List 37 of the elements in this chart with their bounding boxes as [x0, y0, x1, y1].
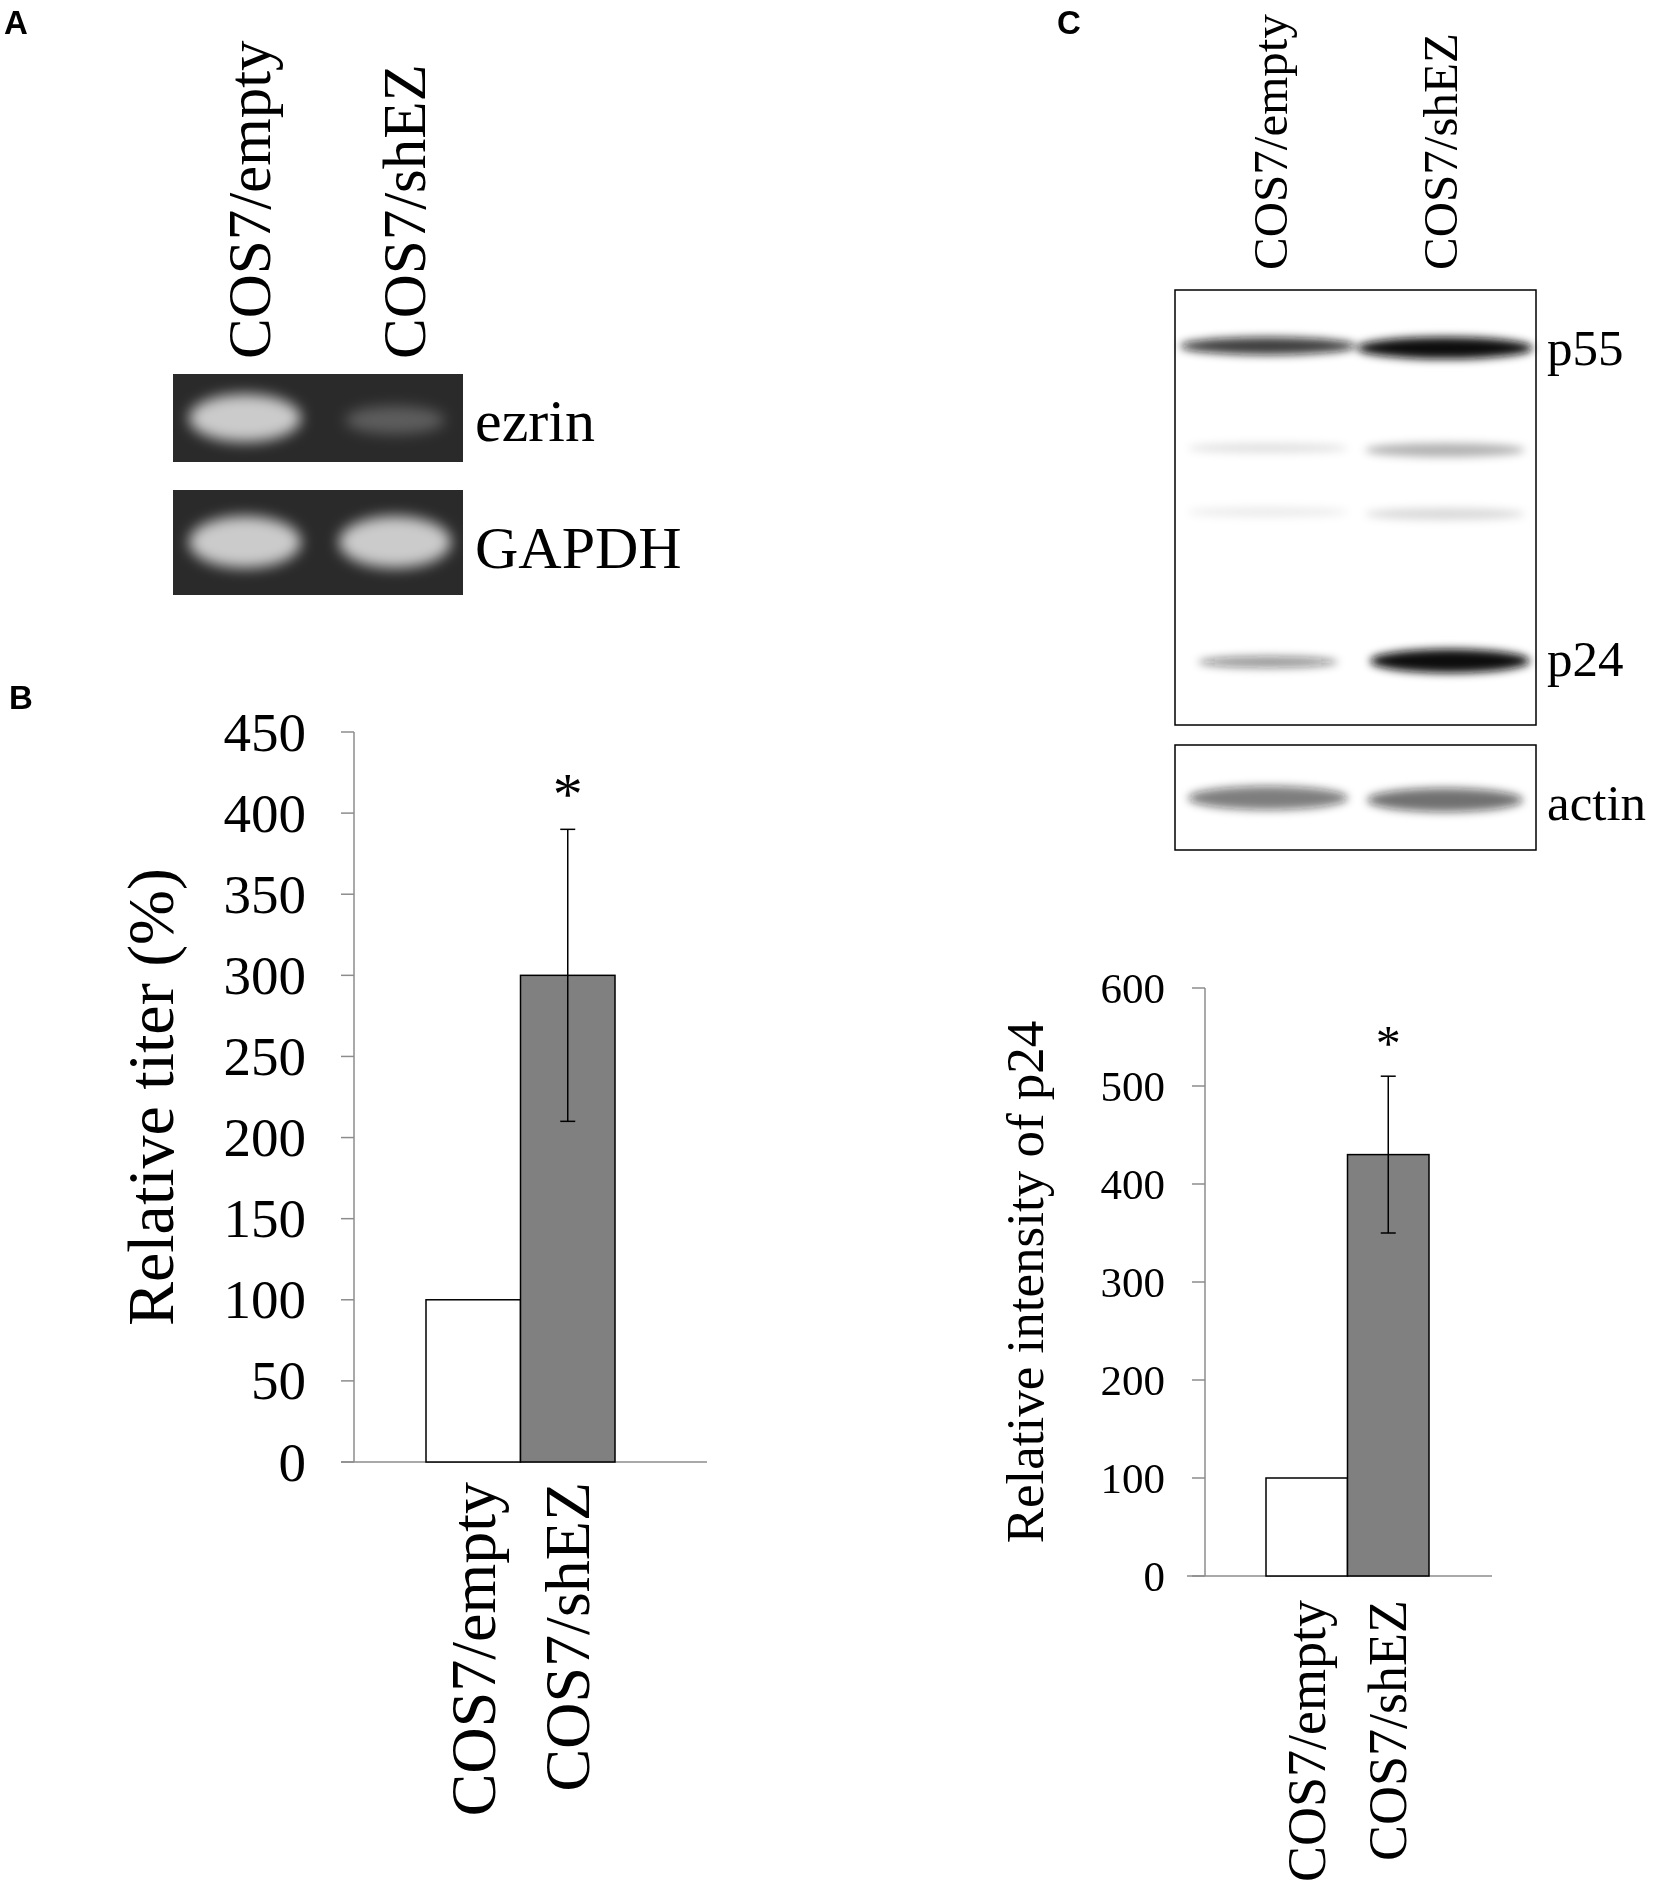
category-label: COS7/shEZ: [1412, 33, 1468, 270]
annotation: *: [1375, 1014, 1401, 1071]
text: GAPDH: [475, 515, 682, 581]
category-label: COS7/shEZ: [370, 64, 438, 359]
y-tick-label: 50: [251, 1350, 306, 1412]
y-tick-label: 400: [1100, 1160, 1165, 1208]
y-tick-label: 450: [223, 701, 306, 763]
x-tick-label: COS7/empty: [437, 1482, 509, 1817]
category-label: COS7/empty: [215, 39, 283, 359]
y-tick-label: 400: [223, 782, 306, 844]
y-tick-label: 100: [1100, 1454, 1165, 1502]
y-tick-label: 100: [223, 1269, 306, 1331]
y-tick-label: 0: [278, 1431, 306, 1493]
y-tick-label: 500: [1100, 1062, 1165, 1110]
y-tick-label: 250: [223, 1025, 306, 1087]
text: p55: [1547, 320, 1624, 376]
y-axis-title: Relative intensity of p24: [996, 1020, 1054, 1544]
x-tick-label: COS7/shEZ: [1358, 1600, 1419, 1862]
y-tick-label: 200: [223, 1107, 306, 1169]
y-tick-label: 200: [1100, 1356, 1165, 1404]
text: actin: [1547, 775, 1647, 831]
y-tick-label: 300: [1100, 1258, 1165, 1306]
y-tick-label: 150: [223, 1188, 306, 1250]
y-tick-label: 0: [1143, 1552, 1165, 1600]
text: C: [1057, 4, 1081, 41]
annotation: *: [552, 761, 583, 828]
y-axis-title: Relative titer (%): [113, 867, 188, 1327]
y-tick-label: 300: [223, 944, 306, 1006]
text: B: [9, 679, 33, 716]
y-tick-label: 350: [223, 863, 306, 925]
x-tick-label: COS7/shEZ: [532, 1482, 604, 1792]
category-label: COS7/empty: [1242, 13, 1298, 270]
text: ezrin: [475, 388, 595, 454]
y-tick-label: 600: [1100, 964, 1165, 1012]
text: p24: [1547, 631, 1624, 687]
x-tick-label: COS7/empty: [1276, 1600, 1337, 1883]
text: A: [4, 4, 28, 41]
